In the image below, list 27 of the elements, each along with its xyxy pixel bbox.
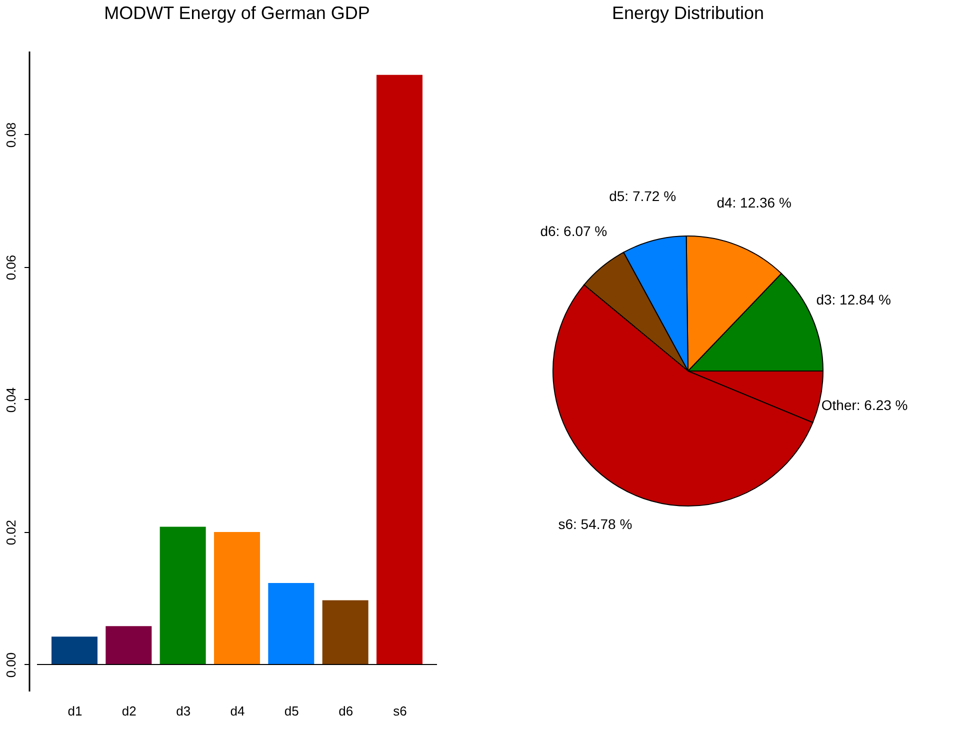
bar <box>214 532 260 664</box>
x-tick-label: d5 <box>284 704 299 718</box>
y-tick-label: 0.02 <box>4 520 18 546</box>
x-tick-label: d1 <box>68 704 82 718</box>
slice-label: d5: 7.72 % <box>609 188 676 204</box>
bar <box>52 636 98 664</box>
y-tick-label: 0.08 <box>4 122 18 148</box>
slice-label: d6: 6.07 % <box>540 222 608 239</box>
x-tick-label: d4 <box>230 704 245 718</box>
bar <box>268 583 314 664</box>
slice-label: d3: 12.84 % <box>816 291 891 308</box>
slice-label: d4: 12.36 % <box>716 194 792 211</box>
slice-label: Other: 6.23 % <box>821 397 908 414</box>
chart-title: MODWT Energy of German GDP <box>104 3 370 23</box>
chart-title: Energy Distribution <box>612 3 764 23</box>
y-tick-label: 0.04 <box>4 387 18 413</box>
bar <box>322 600 368 664</box>
bar <box>106 626 152 664</box>
x-tick-label: d6 <box>338 704 354 718</box>
x-tick-label: d3 <box>176 704 191 718</box>
y-tick-label: 0.06 <box>4 254 18 280</box>
y-tick-label: 0.00 <box>4 652 18 678</box>
bar <box>160 526 206 664</box>
x-tick-label: s6 <box>393 704 407 718</box>
slice-label: s6: 54.78 % <box>558 516 632 532</box>
bar <box>376 74 422 664</box>
x-tick-label: d2 <box>122 704 136 718</box>
